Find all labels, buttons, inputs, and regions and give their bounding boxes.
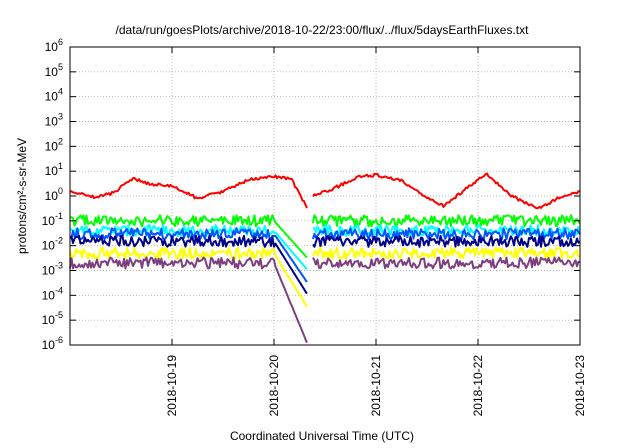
x-axis: 2018-10-19 2018-10-20 2018-10-21 2018-10-22… <box>165 47 587 416</box>
series-line-1 <box>69 172 581 210</box>
y-tick-label: 106 <box>45 37 63 54</box>
series-line-5 <box>69 234 581 295</box>
x-tick-label: 2018-10-21 <box>369 355 383 417</box>
y-tick-label: 104 <box>45 87 63 104</box>
y-tick-label: 100 <box>45 186 63 203</box>
y-tick-label: 101 <box>45 161 63 178</box>
series-line-6 <box>69 246 581 308</box>
x-tick-label: 2018-10-19 <box>165 355 179 417</box>
x-tick-label: 2018-10-22 <box>471 355 485 417</box>
y-tick-label: 105 <box>45 62 63 79</box>
y-axis-label: protons/cm²-s-sr-MeV <box>15 138 29 254</box>
x-tick-label: 2018-10-20 <box>267 355 281 417</box>
x-tick-label: 2018-10-23 <box>573 355 587 417</box>
series-line-7 <box>69 256 581 343</box>
chart-title: /data/run/goesPlots/archive/2018-10-22/2… <box>116 23 530 37</box>
y-tick-label: 10-6 <box>42 335 63 352</box>
y-tick-label: 10-1 <box>42 211 63 228</box>
y-tick-label: 102 <box>45 136 63 153</box>
series-layer <box>69 172 581 343</box>
series-line-4 <box>69 227 581 283</box>
y-tick-label: 10-4 <box>42 285 63 302</box>
y-tick-label: 10-5 <box>42 310 63 327</box>
y-axis: 10-6 10-5 10-4 10-3 10-2 10-1 100 101 102 103 104 1… <box>42 37 580 352</box>
y-tick-label: 10-3 <box>42 261 63 278</box>
y-tick-label: 10-2 <box>42 236 63 253</box>
x-axis-label: Coordinated Universal Time (UTC) <box>230 429 414 443</box>
grid <box>70 46 580 346</box>
y-tick-label: 103 <box>45 112 63 129</box>
